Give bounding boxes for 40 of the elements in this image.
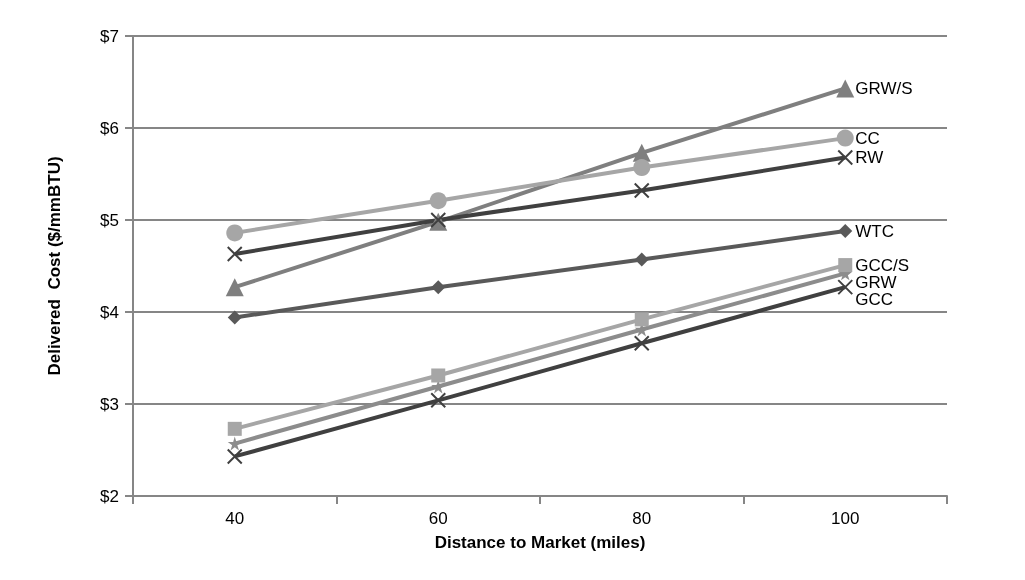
point xyxy=(634,252,649,267)
point xyxy=(226,448,243,465)
point xyxy=(836,129,854,147)
point xyxy=(836,79,855,98)
series-label: CC xyxy=(855,128,880,148)
series-label: GCC xyxy=(855,289,894,309)
point xyxy=(429,192,447,210)
point xyxy=(227,310,242,325)
point xyxy=(838,258,853,273)
series-label: RW xyxy=(855,147,884,167)
point xyxy=(226,224,244,242)
point xyxy=(633,182,650,199)
point xyxy=(431,368,446,383)
point xyxy=(431,280,446,295)
point xyxy=(837,149,854,166)
series-label: GRW/S xyxy=(855,78,913,98)
x-tick-label: 80 xyxy=(632,509,652,528)
point xyxy=(633,159,651,177)
point xyxy=(226,246,243,263)
series-label: GRW xyxy=(855,272,897,292)
y-tick-label: $6 xyxy=(100,118,119,138)
point xyxy=(633,335,650,352)
y-tick-label: $7 xyxy=(100,26,119,46)
series-label: WTC xyxy=(855,221,894,241)
y-tick-label: $2 xyxy=(100,486,119,506)
y-axis-title: Delivered Cost ($/mmBTU) xyxy=(45,156,64,376)
y-tick-label: $3 xyxy=(100,394,119,414)
point xyxy=(430,392,447,409)
y-tick-label: $5 xyxy=(100,210,119,230)
series-label: GCC/S xyxy=(855,255,910,275)
x-tick-label: 100 xyxy=(831,509,860,528)
x-tick-label: 40 xyxy=(225,509,245,528)
point xyxy=(634,312,649,327)
point xyxy=(227,421,242,436)
x-tick-label: 60 xyxy=(428,509,448,528)
y-tick-label: $4 xyxy=(100,302,119,322)
point xyxy=(838,224,853,239)
point xyxy=(837,279,854,296)
point xyxy=(225,278,244,297)
x-axis-title: Distance to Market (miles) xyxy=(434,533,646,552)
